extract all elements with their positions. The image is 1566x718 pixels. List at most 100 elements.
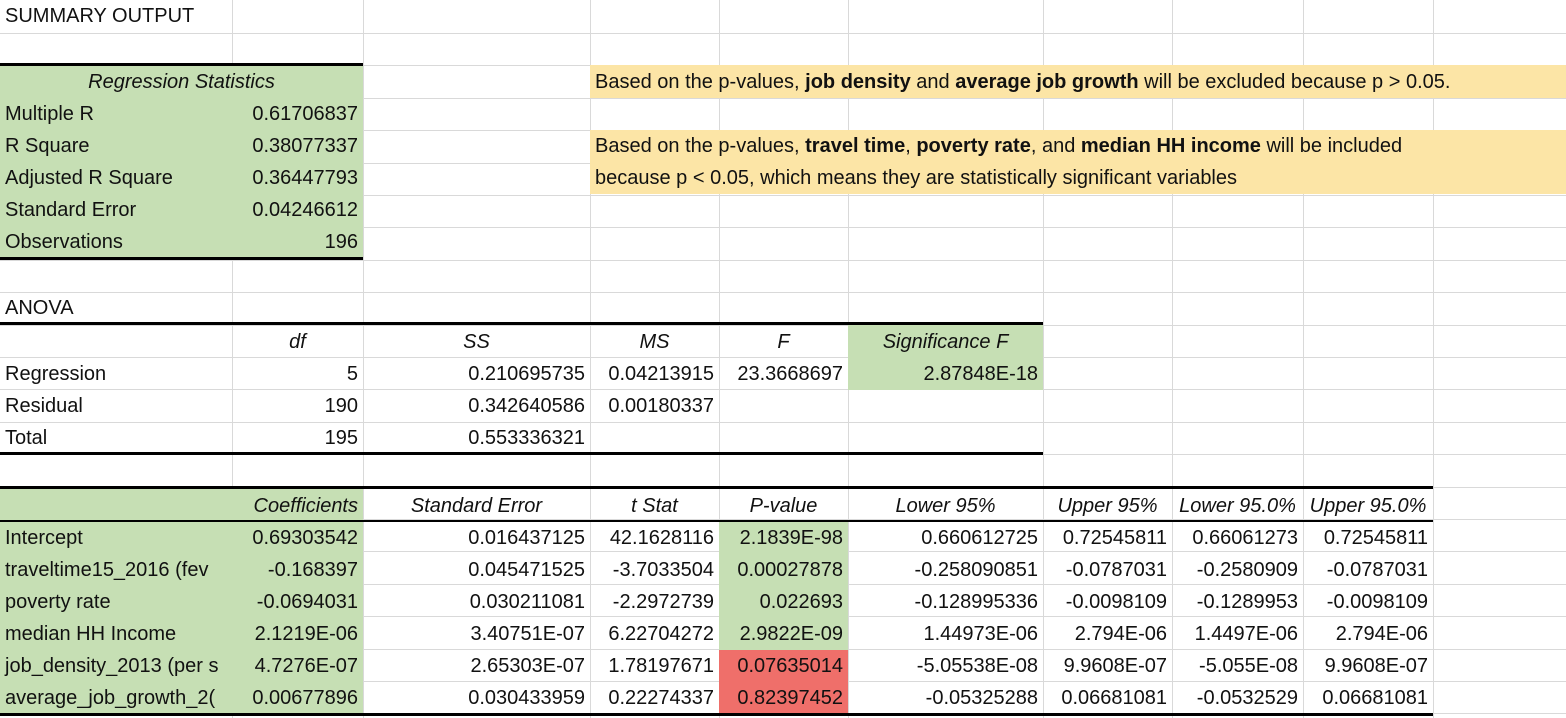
coef-variable-label: traveltime15_2016 (fev <box>5 559 209 581</box>
reg-stat-value: 0.04246612 <box>252 199 358 221</box>
anova-header-f: F <box>777 331 790 353</box>
coef-lower-95-0: -0.0532529 <box>1196 687 1298 709</box>
coef-t-stat: -3.7033504 <box>612 559 714 581</box>
anova-ss: 0.210695735 <box>468 363 585 385</box>
coef-t-stat: 0.22274337 <box>608 687 714 709</box>
grid-row-line <box>0 389 1566 390</box>
coef-upper-95: 0.06681081 <box>1061 687 1167 709</box>
reg-stats-bottom-border <box>0 257 363 260</box>
coef-p-value: 0.00027878 <box>737 559 843 581</box>
coef-variable-label: poverty rate <box>5 591 111 613</box>
note-bold-term: poverty rate <box>916 135 1031 157</box>
reg-stat-value: 196 <box>324 231 358 253</box>
note-text: will be excluded because p > 0.05. <box>1138 71 1451 93</box>
grid-row-line <box>0 519 1566 520</box>
coef-lower-95: -0.258090851 <box>914 559 1038 581</box>
grid-row-line <box>0 357 1566 358</box>
note-1-fill <box>590 65 1566 98</box>
coef-standard-error: 0.030211081 <box>469 591 585 613</box>
coef-upper-95-0: 0.06681081 <box>1322 687 1428 709</box>
grid-row-line <box>0 422 1566 423</box>
coef-header-standard-error: Standard Error <box>410 495 543 517</box>
coef-t-stat: 1.78197671 <box>608 655 714 677</box>
reg-stat-label: Multiple R <box>5 103 94 125</box>
coef-variable-label: median HH Income <box>5 623 177 645</box>
anova-bottom-border <box>0 452 1043 455</box>
note-included-variables: Based on the p-values, travel time, pove… <box>595 130 1402 162</box>
note-bold-term: median HH income <box>1080 135 1261 157</box>
reg-stats-fill <box>0 65 363 259</box>
coef-upper-95: -0.0098109 <box>1065 591 1167 613</box>
note-text: Based on the p-values, <box>595 71 806 93</box>
anova-df: 195 <box>324 427 358 449</box>
reg-stat-label: Standard Error <box>5 199 137 221</box>
coef-upper-95-0: 0.72545811 <box>1323 527 1428 549</box>
coef-bottom-border <box>0 713 1433 716</box>
coef-upper-95-0: -0.0787031 <box>1326 559 1428 581</box>
coef-upper-95: 2.794E-06 <box>1074 623 1167 645</box>
grid-row-line <box>0 98 1566 99</box>
p-value-fill-green <box>719 521 848 650</box>
anova-row-label: Total <box>5 427 48 449</box>
coef-standard-error: 0.030433959 <box>468 687 585 709</box>
anova-row-label: Regression <box>5 363 107 385</box>
grid-row-line <box>0 292 1566 293</box>
reg-stat-value: 0.36447793 <box>252 167 358 189</box>
grid-row-line <box>0 325 1566 326</box>
grid-column-line <box>232 0 233 718</box>
reg-stat-value: 0.61706837 <box>252 103 358 125</box>
anova-f: 23.3668697 <box>737 363 843 385</box>
note-bold-term: job density <box>805 71 911 93</box>
grid-column-line <box>1303 0 1304 718</box>
anova-ms: 0.04213915 <box>608 363 714 385</box>
reg-stat-label: Observations <box>5 231 123 253</box>
summary-output-title: SUMMARY OUTPUT <box>5 5 195 27</box>
note-2-fill <box>590 130 1566 194</box>
coef-top-border <box>0 486 1433 489</box>
note-text: , and <box>1030 135 1081 157</box>
reg-stat-label: Adjusted R Square <box>5 167 173 189</box>
coef-t-stat: -2.2972739 <box>612 591 714 613</box>
note-included-variables-continued: because p < 0.05, which means they are s… <box>595 162 1237 194</box>
grid-row-line <box>0 195 1566 196</box>
grid-column-line <box>590 0 591 718</box>
coef-variable-label: Intercept <box>5 527 83 549</box>
coef-t-stat: 42.1628116 <box>609 527 714 549</box>
coef-variable-label: job_density_2013 (per s <box>5 655 219 677</box>
coef-value: -0.0694031 <box>256 591 358 613</box>
coef-header-upper-95-0: Upper 95.0% <box>1309 495 1427 517</box>
coef-lower-95: -0.05325288 <box>925 687 1038 709</box>
coef-p-value: 2.9822E-09 <box>739 623 843 645</box>
coef-p-value: 0.022693 <box>759 591 843 613</box>
grid-column-line <box>1043 0 1044 718</box>
note-text: , <box>905 135 917 157</box>
coef-value: 2.1219E-06 <box>254 623 358 645</box>
anova-df: 5 <box>346 363 358 385</box>
coef-lower-95: -5.05538E-08 <box>916 655 1038 677</box>
note-text: Based on the p-values, <box>595 135 806 157</box>
anova-df: 190 <box>324 395 358 417</box>
coef-header-border <box>0 520 1433 522</box>
coef-lower-95: 0.660612725 <box>921 527 1038 549</box>
coef-header-coefficients: Coefficients <box>253 495 359 517</box>
coef-value: 4.7276E-07 <box>254 655 358 677</box>
anova-ms: 0.00180337 <box>608 395 714 417</box>
note-excluded-variables: Based on the p-values, job density and a… <box>595 66 1450 98</box>
coef-p-value: 2.1839E-98 <box>739 527 843 549</box>
coef-lower-95-0: 1.4497E-06 <box>1194 623 1298 645</box>
coef-lower-95: 1.44973E-06 <box>923 623 1038 645</box>
anova-header-df: df <box>289 331 306 353</box>
coef-p-value: 0.07635014 <box>737 655 843 677</box>
anova-header-significance-f: Significance F <box>882 331 1009 353</box>
coef-upper-95: 9.9608E-07 <box>1063 655 1167 677</box>
anova-header-ss: SS <box>463 331 490 353</box>
coef-lower-95-0: -0.2580909 <box>1196 559 1298 581</box>
coef-value: 0.00677896 <box>252 687 358 709</box>
coef-header-p-value: P-value <box>749 495 818 517</box>
coef-upper-95-0: 2.794E-06 <box>1335 623 1428 645</box>
grid-column-line <box>1172 0 1173 718</box>
grid-row-line <box>0 260 1566 261</box>
regression-statistics-header: Regression Statistics <box>88 71 275 93</box>
coef-t-stat: 6.22704272 <box>608 623 714 645</box>
grid-column-line <box>719 0 720 718</box>
